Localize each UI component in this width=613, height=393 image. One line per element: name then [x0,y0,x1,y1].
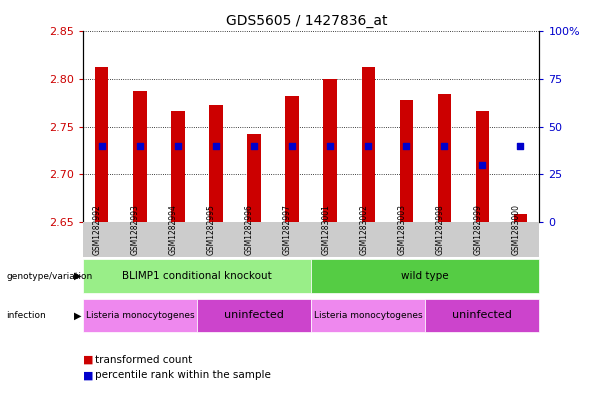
Text: GSM1282996: GSM1282996 [245,205,254,255]
Text: GSM1282997: GSM1282997 [283,205,292,255]
Text: genotype/variation: genotype/variation [6,272,93,281]
Text: percentile rank within the sample: percentile rank within the sample [95,370,271,380]
Bar [171,110,185,222]
Bar [95,67,109,222]
Text: GSM1282995: GSM1282995 [207,205,216,255]
Text: ▶: ▶ [74,310,82,320]
Bar [286,96,299,222]
Text: transformed count: transformed count [95,354,192,365]
Text: GSM1282993: GSM1282993 [131,205,140,255]
Text: uninfected: uninfected [452,310,512,320]
Bar [400,100,413,222]
Point [173,143,183,149]
Point [478,162,487,168]
Text: GDS5605 / 1427836_at: GDS5605 / 1427836_at [226,14,387,28]
Text: BLIMP1 conditional knockout: BLIMP1 conditional knockout [122,271,272,281]
Text: GSM1283002: GSM1283002 [359,205,368,255]
Text: uninfected: uninfected [224,310,284,320]
Bar [324,79,337,222]
Bar [248,134,261,222]
Text: GSM1282999: GSM1282999 [473,205,482,255]
Point [326,143,335,149]
Text: GSM1283003: GSM1283003 [397,204,406,255]
Point [97,143,107,149]
Point [135,143,145,149]
Text: ▶: ▶ [74,271,82,281]
Point [440,143,449,149]
Bar [362,67,375,222]
Text: Listeria monocytogenes: Listeria monocytogenes [314,311,422,320]
Text: ■: ■ [83,354,93,365]
Bar [209,105,223,222]
Point [287,143,297,149]
Bar [514,215,527,222]
Bar [438,94,451,222]
Text: GSM1282998: GSM1282998 [435,205,444,255]
Point [364,143,373,149]
Text: wild type: wild type [402,271,449,281]
Point [402,143,411,149]
Text: Listeria monocytogenes: Listeria monocytogenes [86,311,194,320]
Bar [476,110,489,222]
Bar [133,90,147,222]
Point [211,143,221,149]
Point [516,143,525,149]
Text: infection: infection [6,311,46,320]
Text: GSM1282994: GSM1282994 [169,205,178,255]
Point [249,143,259,149]
Text: GSM1283000: GSM1283000 [511,204,520,255]
Text: GSM1282992: GSM1282992 [93,205,102,255]
Text: ■: ■ [83,370,93,380]
Text: GSM1283001: GSM1283001 [321,205,330,255]
